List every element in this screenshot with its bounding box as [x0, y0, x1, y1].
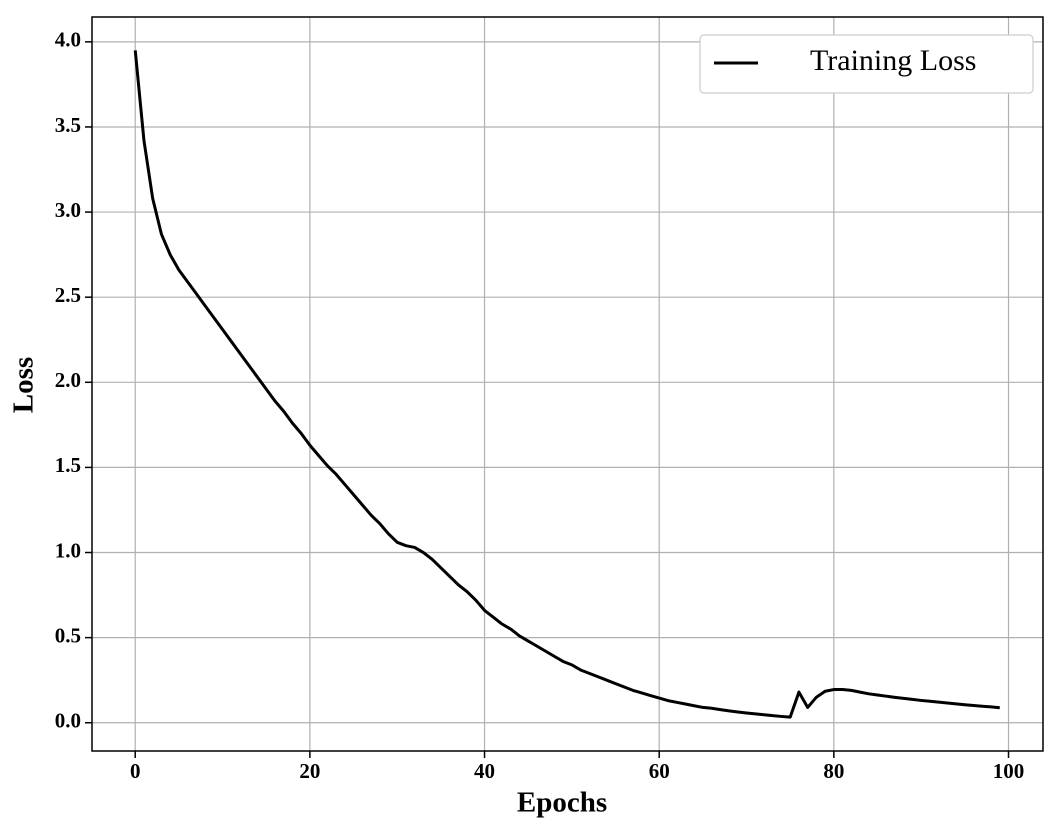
- plot-frame: [91, 16, 1044, 752]
- x-tick-label: 100: [993, 759, 1025, 783]
- x-tick-label: 40: [474, 759, 495, 783]
- y-tick-label: 4.0: [55, 28, 81, 52]
- x-tick-label: 60: [649, 759, 670, 783]
- y-tick-label: 0.5: [55, 623, 81, 647]
- y-tick-label: 2.5: [55, 283, 81, 307]
- y-tick-label: 3.5: [55, 113, 81, 137]
- line-series: [133, 50, 1000, 719]
- y-tick-label: 1.0: [55, 538, 81, 562]
- legend-label: Training Loss: [810, 44, 976, 77]
- y-tick-label: 3.0: [55, 198, 81, 222]
- legend-box: [699, 34, 1034, 94]
- x-axis-label: Epochs: [517, 787, 607, 819]
- x-tick-label: 80: [823, 759, 844, 783]
- y-tick-label: 0.0: [55, 709, 81, 733]
- x-tick-label: 0: [130, 759, 141, 783]
- y-tick-label: 2.0: [55, 368, 81, 392]
- y-axis-label: Loss: [8, 357, 40, 413]
- x-tick-label: 20: [299, 759, 320, 783]
- y-tick-label: 1.5: [55, 453, 81, 477]
